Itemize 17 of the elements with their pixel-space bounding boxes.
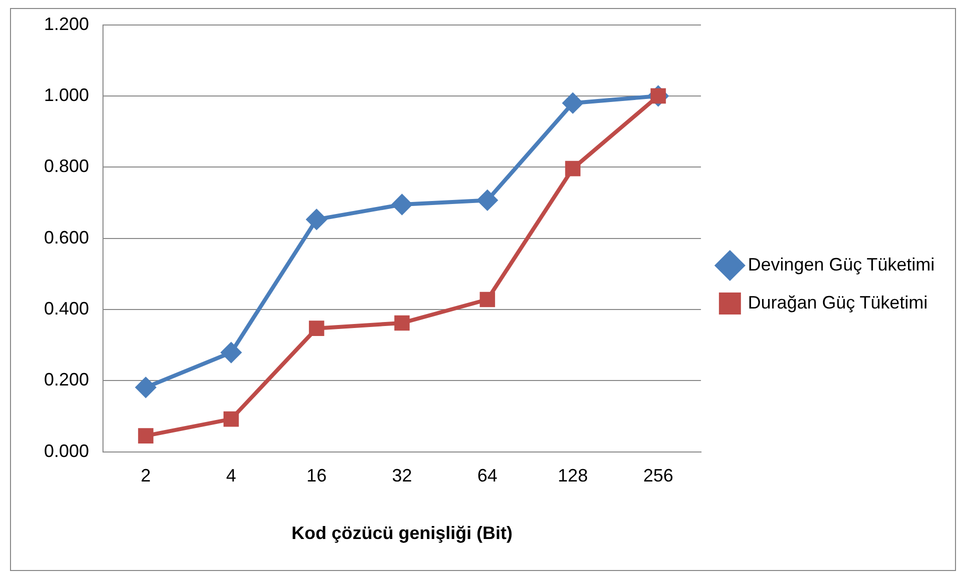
y-tick-label: 0.600 xyxy=(44,227,90,248)
x-tick-label: 64 xyxy=(477,466,498,486)
y-tick-label: 1.200 xyxy=(44,14,90,34)
y-tick-label: 0.800 xyxy=(44,156,90,176)
x-tick-label: 256 xyxy=(643,466,674,486)
x-tick-label: 2 xyxy=(140,466,151,486)
y-tick-label: 0.000 xyxy=(44,440,90,461)
legend-label: Devingen Güç Tüketimi xyxy=(748,254,935,274)
y-tick-label: 1.000 xyxy=(44,84,90,105)
legend-label: Durağan Güç Tüketimi xyxy=(748,292,928,312)
y-tick-label: 0.200 xyxy=(44,370,90,390)
x-tick-label: 16 xyxy=(306,466,327,486)
y-tick-label: 0.400 xyxy=(44,298,90,318)
x-tick-label: 32 xyxy=(392,466,412,486)
x-tick-label: 128 xyxy=(558,466,588,486)
x-axis-title: Kod çözücü genişliği (Bit) xyxy=(291,523,512,544)
x-tick-label: 4 xyxy=(226,466,236,486)
